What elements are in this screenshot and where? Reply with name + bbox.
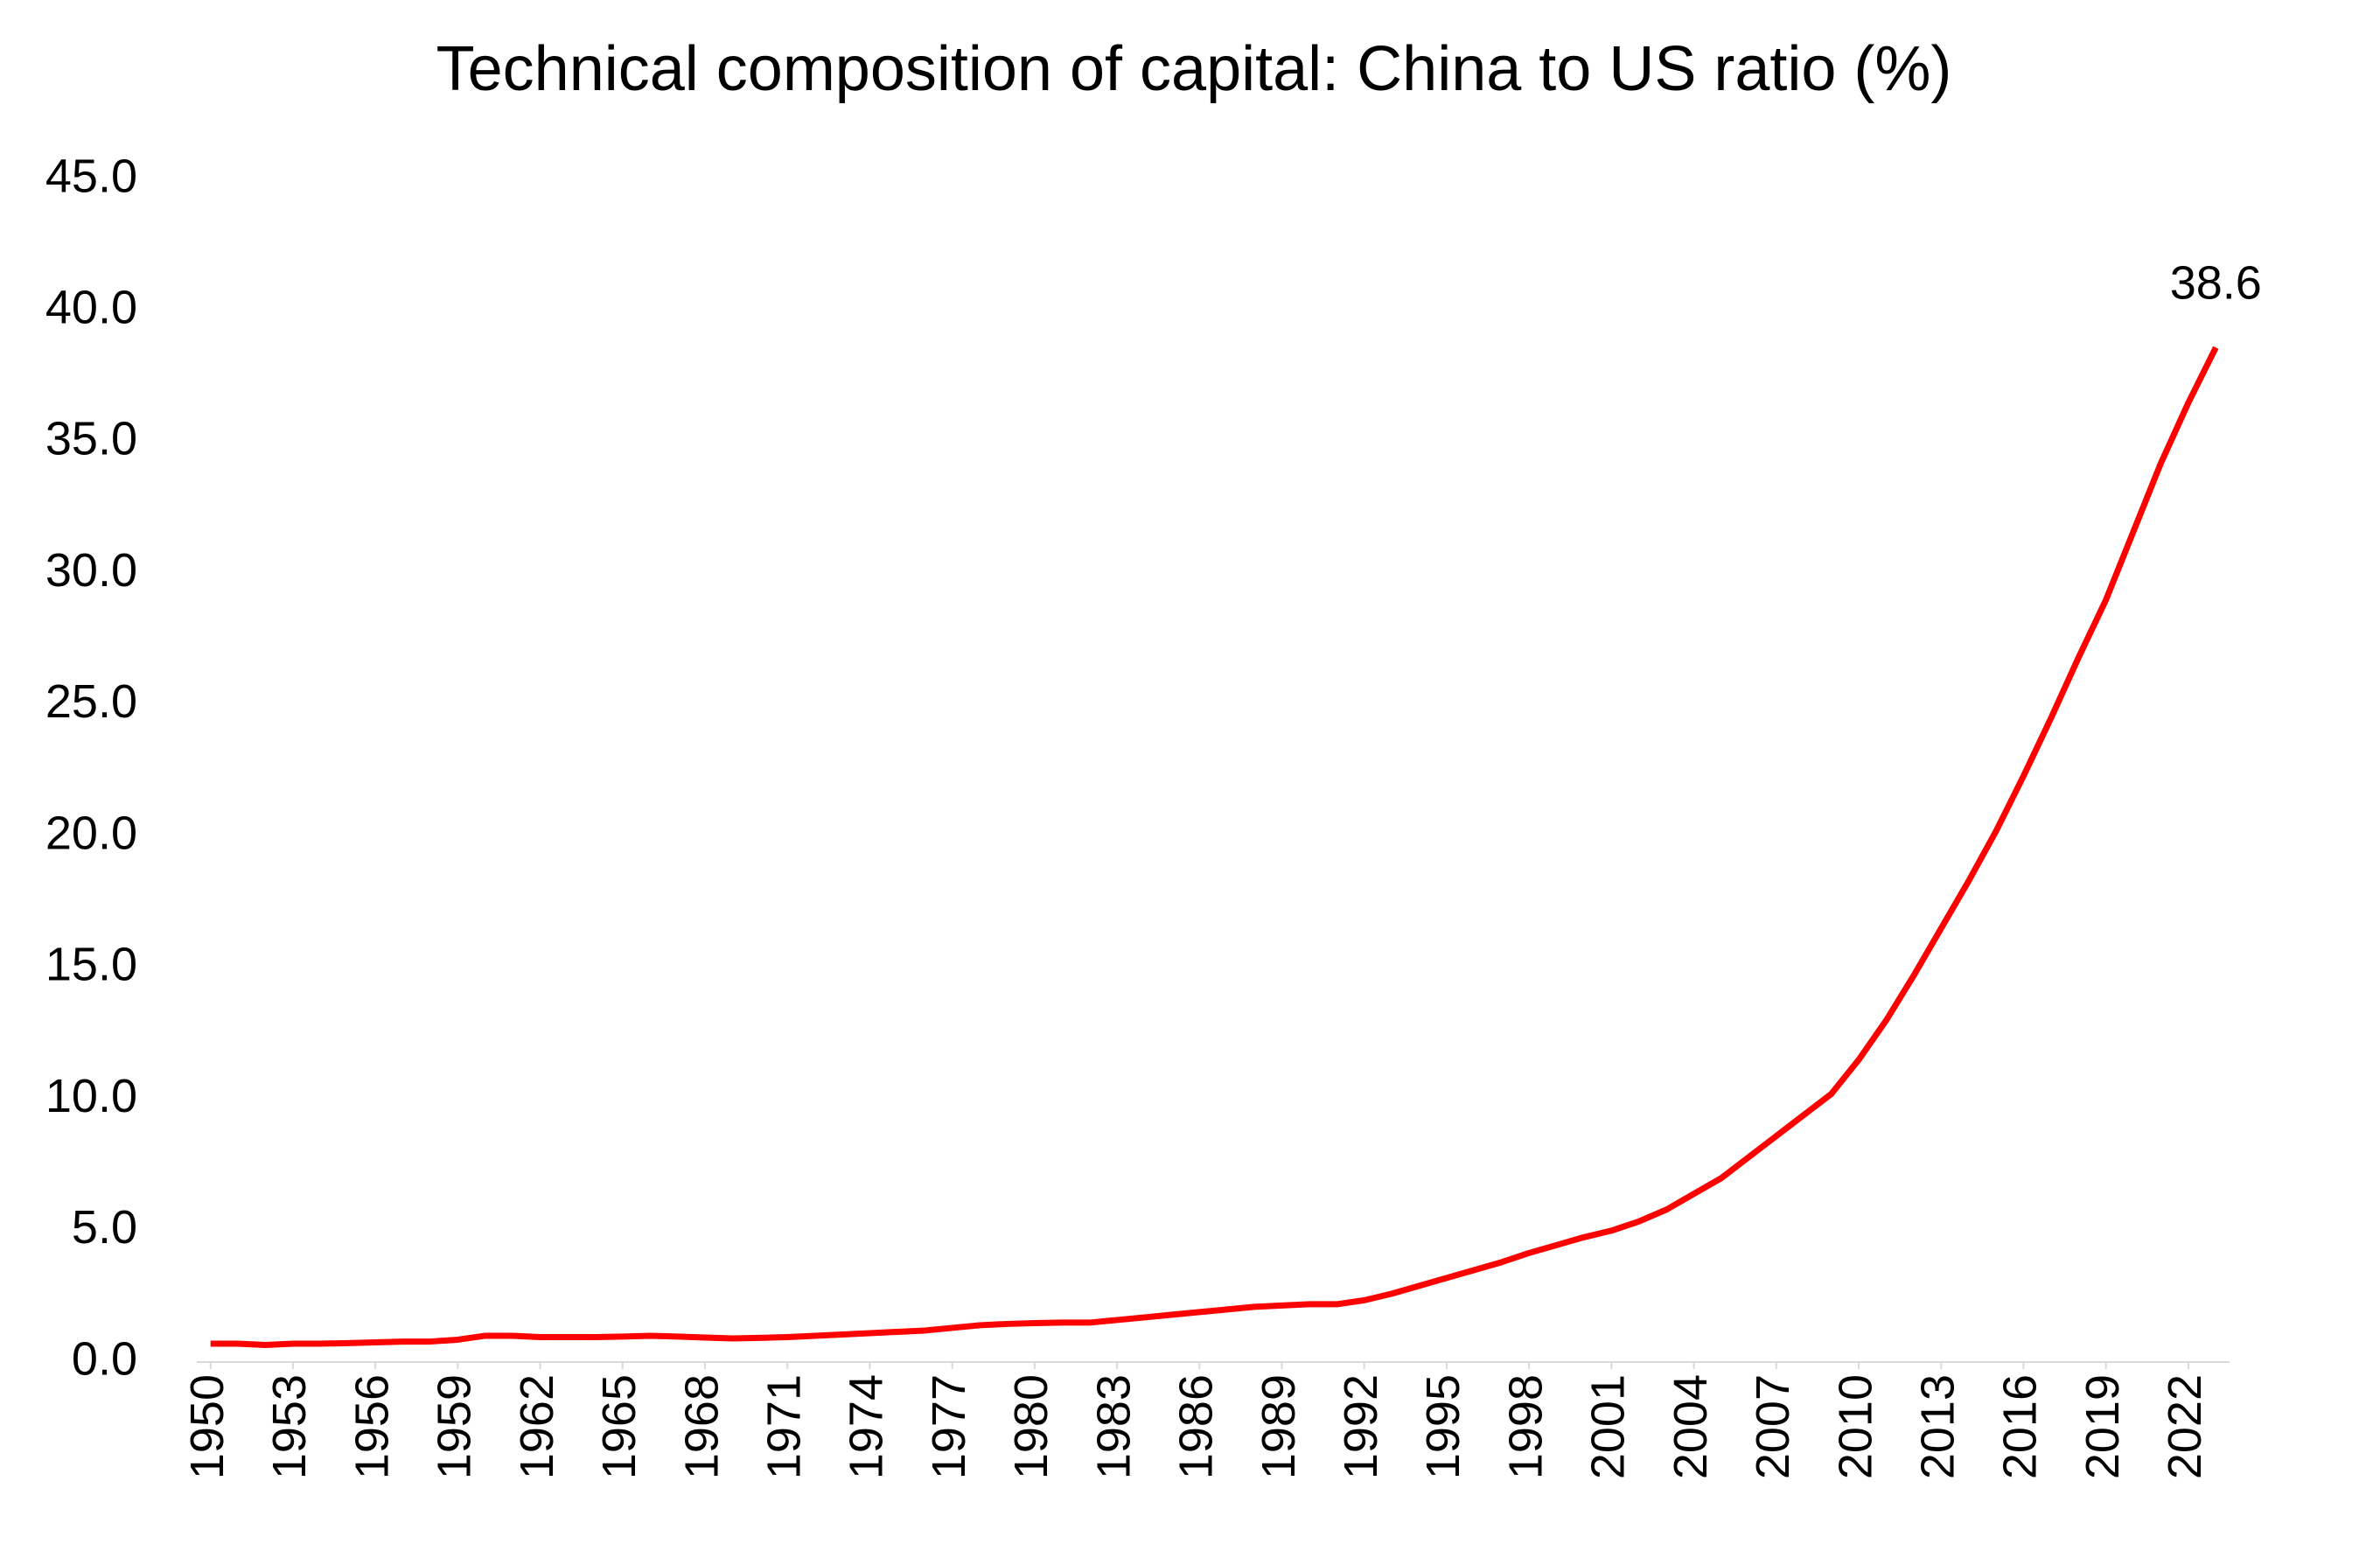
y-tick-label: 0.0 (72, 1332, 137, 1385)
x-tick-label: 2016 (1994, 1374, 2047, 1479)
y-tick-label: 30.0 (45, 544, 137, 597)
y-tick-label: 20.0 (45, 807, 137, 859)
y-tick-label: 40.0 (45, 281, 137, 333)
x-tick-label: 1989 (1253, 1374, 1305, 1479)
x-tick-label: 1980 (1005, 1374, 1057, 1479)
x-tick-label: 1965 (593, 1374, 646, 1479)
x-tick-label: 2022 (2159, 1374, 2211, 1479)
x-tick-label: 1950 (181, 1374, 234, 1479)
x-tick-label: 2010 (1829, 1374, 1881, 1479)
x-tick-label: 2007 (1747, 1374, 1799, 1479)
x-tick-label: 1998 (1499, 1374, 1552, 1479)
x-tick-label: 1968 (675, 1374, 728, 1479)
y-tick-label: 10.0 (45, 1070, 137, 1122)
x-tick-label: 2013 (1912, 1374, 1965, 1479)
x-tick-label: 1986 (1170, 1374, 1223, 1479)
x-tick-label: 2019 (2076, 1374, 2129, 1479)
x-tick-label: 1956 (345, 1374, 398, 1479)
chart-title: Technical composition of capital: China … (436, 34, 1952, 104)
x-tick-label: 1995 (1417, 1374, 1469, 1479)
x-tick-label: 2001 (1582, 1374, 1635, 1479)
y-tick-label: 35.0 (45, 413, 137, 465)
data-label: 38.6 (2170, 257, 2262, 310)
data-line (210, 346, 2219, 1348)
x-tick-label: 1962 (511, 1374, 563, 1479)
x-tick-label: 1983 (1087, 1374, 1140, 1479)
y-tick-label: 5.0 (72, 1201, 137, 1254)
x-tick-label: 1953 (263, 1374, 316, 1479)
x-tick-label: 1971 (757, 1374, 810, 1479)
x-tick-label: 2004 (1665, 1374, 1717, 1479)
x-tick-label: 1977 (923, 1374, 975, 1479)
x-tick-label: 1992 (1335, 1374, 1387, 1479)
x-tick-label: 1959 (429, 1374, 481, 1479)
x-tick-label: 1974 (841, 1374, 893, 1479)
y-tick-label: 15.0 (45, 939, 137, 991)
y-tick-label: 45.0 (45, 150, 137, 202)
y-tick-label: 25.0 (45, 675, 137, 728)
